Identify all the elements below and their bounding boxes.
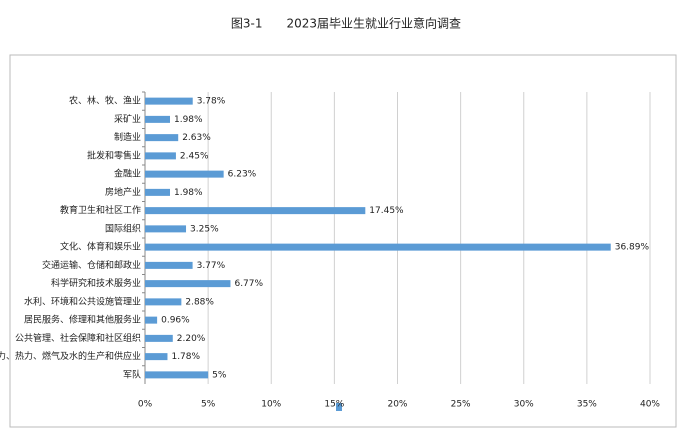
x-tick-label: 30% [514, 400, 534, 410]
x-tick-label: 10% [261, 400, 281, 410]
y-tick-label: 房地产业 [105, 186, 141, 198]
bar [145, 207, 366, 215]
bar [145, 371, 209, 379]
chart-title: 图3-1 2023届毕业生就业行业意向调查 [231, 16, 461, 31]
y-tick-label: 制造业 [114, 131, 141, 143]
bar [145, 188, 170, 196]
x-tick-label: 35% [577, 400, 597, 410]
value-label: 3.78% [197, 97, 226, 107]
plot-frame [9, 54, 677, 428]
bar [145, 134, 179, 142]
value-label: 1.98% [174, 115, 203, 125]
value-label: 6.77% [234, 279, 263, 289]
bar [145, 261, 193, 269]
bar [145, 243, 611, 251]
bar [145, 225, 187, 233]
bar [145, 316, 158, 324]
value-label: 36.89% [615, 243, 650, 253]
y-tick-label: 国际组织 [105, 222, 141, 234]
y-tick-label: 批发和零售业 [87, 149, 141, 161]
value-label: 0.96% [161, 316, 190, 326]
bar [145, 152, 176, 160]
x-tick-label: 40% [640, 400, 660, 410]
value-label: 2.45% [180, 151, 209, 161]
y-tick-label: 教育卫生和社区工作 [60, 204, 141, 216]
value-label: 5% [212, 370, 227, 380]
value-label: 3.25% [190, 224, 219, 234]
y-tick-label: 居民服务、修理和其他服务业 [24, 314, 141, 326]
y-tick-label: 交通运输、仓储和邮政业 [42, 259, 141, 271]
value-label: 2.20% [177, 334, 206, 344]
y-tick-label: 文化、体育和娱乐业 [60, 241, 141, 253]
bar [145, 298, 182, 306]
y-tick-label: 水利、环境和公共设施管理业 [24, 295, 141, 307]
value-label: 2.88% [185, 297, 214, 307]
bar [145, 115, 170, 123]
x-tick-label: 15% [324, 400, 344, 410]
x-tick-label: 0% [138, 400, 153, 410]
y-tick-label: 公共管理、社会保障和社区组织 [15, 332, 141, 344]
y-tick-label: 采矿业 [114, 113, 141, 125]
y-tick-label: 农、林、牧、渔业 [69, 95, 141, 107]
legend-swatch [336, 403, 342, 411]
y-tick-label: 军队 [123, 368, 141, 380]
bar [145, 334, 173, 342]
y-tick-label: 电力、热力、燃气及水的生产和供应业 [0, 350, 141, 362]
bar [145, 280, 231, 288]
bar [145, 97, 193, 105]
bar [145, 353, 168, 361]
value-label: 2.63% [182, 133, 211, 143]
value-label: 3.77% [197, 261, 226, 271]
value-label: 17.45% [369, 206, 404, 216]
value-label: 1.98% [174, 188, 203, 198]
x-tick-label: 5% [201, 400, 216, 410]
value-label: 6.23% [228, 170, 257, 180]
y-tick-label: 科学研究和技术服务业 [51, 277, 141, 289]
y-tick-label: 金融业 [114, 168, 141, 180]
x-tick-label: 25% [451, 400, 471, 410]
value-label: 1.78% [171, 352, 200, 362]
x-tick-label: 20% [387, 400, 407, 410]
bar [145, 170, 224, 178]
